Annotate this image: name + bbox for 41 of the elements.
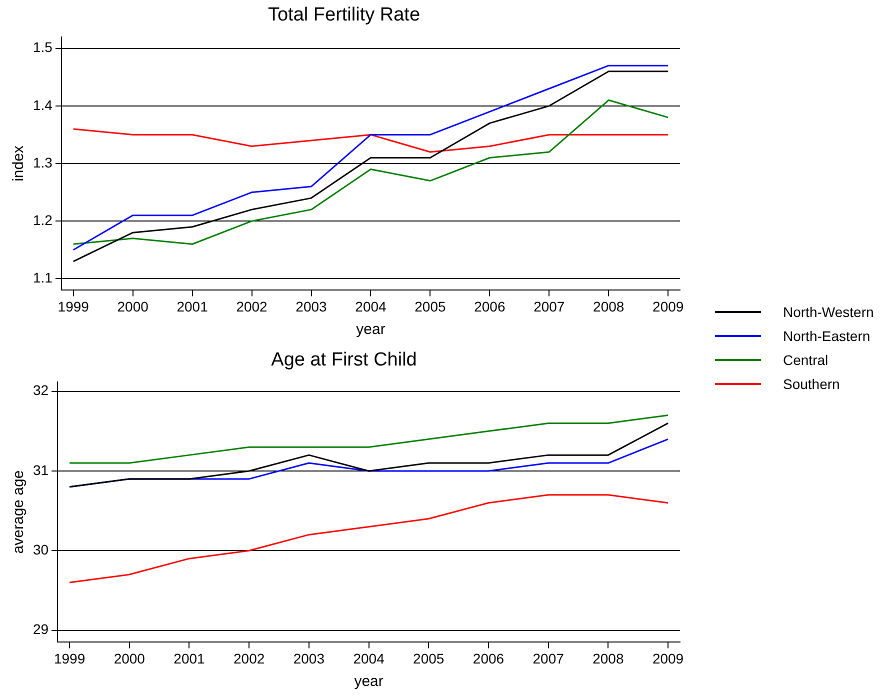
x-axis-title: year <box>356 321 386 338</box>
y-tick-label: 1.5 <box>32 39 53 56</box>
y-tick-label: 1.2 <box>32 212 53 228</box>
x-tick-label: 2005 <box>413 650 444 666</box>
y-tick-label: 32 <box>32 382 49 398</box>
x-tick-label: 2000 <box>117 298 149 314</box>
x-tick-label: 2004 <box>355 298 387 314</box>
y-tick-label: 1.3 <box>32 154 53 170</box>
legend-label: North-Western <box>783 304 874 320</box>
y-axis-title: index <box>10 145 28 182</box>
x-tick-label: 2002 <box>234 650 265 666</box>
x-tick-label: 2005 <box>414 298 446 314</box>
x-tick-label: 2009 <box>652 298 684 314</box>
y-axis-title: average age <box>10 470 28 554</box>
x-tick-label: 2008 <box>592 650 624 666</box>
x-tick-label: 2004 <box>353 650 385 666</box>
x-tick-label: 2001 <box>176 298 208 314</box>
legend-label: North-Eastern <box>783 328 870 344</box>
x-tick-label: 2001 <box>174 650 206 666</box>
x-tick-label: 2003 <box>296 298 328 314</box>
x-tick-label: 2003 <box>293 650 325 666</box>
legend-label: Central <box>783 352 828 368</box>
y-tick-label: 29 <box>32 621 49 638</box>
x-tick-label: 2002 <box>236 298 268 314</box>
y-tick-label: 1.1 <box>32 270 53 286</box>
chart-title: Age at First Child <box>271 350 417 371</box>
x-tick-label: 2007 <box>532 650 564 666</box>
x-tick-label: 2009 <box>652 650 684 666</box>
legend-label: Southern <box>783 376 840 392</box>
x-tick-label: 2000 <box>114 650 146 666</box>
y-tick-label: 31 <box>32 462 49 478</box>
y-tick-label: 1.4 <box>32 96 53 113</box>
x-tick-label: 1999 <box>54 650 86 666</box>
x-axis-title: year <box>354 673 384 690</box>
chart-title: Total Fertility Rate <box>268 4 420 26</box>
x-tick-label: 1999 <box>58 298 90 314</box>
x-tick-label: 2007 <box>534 298 565 314</box>
y-tick-label: 30 <box>32 541 49 558</box>
x-tick-label: 2006 <box>472 650 504 666</box>
x-tick-label: 2008 <box>593 298 624 314</box>
x-tick-label: 2006 <box>474 298 506 314</box>
